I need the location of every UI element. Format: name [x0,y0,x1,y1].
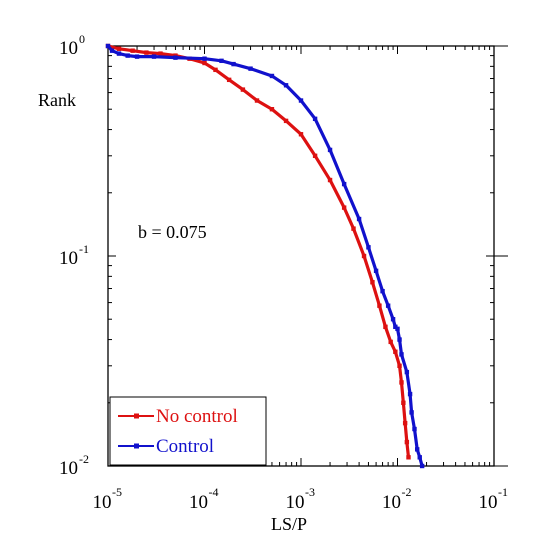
data-point [202,56,207,61]
data-point [417,455,422,460]
data-point [283,83,289,88]
data-point [380,288,385,294]
data-point [213,67,218,73]
data-point [397,337,402,342]
series-1 [105,43,425,469]
data-point [116,46,122,51]
data-point [254,98,260,103]
data-point [298,132,304,137]
data-point [116,51,122,56]
data-point [383,324,388,330]
x-tick-exponent: -5 [112,485,122,499]
legend-label: No control [156,406,238,427]
x-tick-exponent: -1 [498,485,508,499]
data-point [390,317,396,322]
x-tick-label: 10 -1 [479,485,509,513]
series-line [106,44,424,468]
data-point [412,426,417,432]
data-point [397,363,402,369]
data-point [269,73,275,79]
data-point [219,58,224,64]
data-point [409,410,414,415]
x-tick-label: 10 -5 [93,485,123,513]
data-point [144,50,149,55]
legend-item: No control [118,406,238,427]
data-point [366,245,371,250]
data-point [248,66,253,71]
data-point [373,268,379,274]
data-point [404,439,410,445]
data-point [109,48,115,53]
data-point [341,181,347,187]
y-tick-exponent: -2 [79,452,89,466]
data-point [269,107,275,112]
data-point [158,51,163,56]
data-point [388,339,393,345]
y-tick-base: 10 [59,458,78,479]
data-point [356,216,362,222]
data-point [395,326,400,332]
data-point [312,116,318,122]
data-point [351,226,356,231]
data-point [226,77,232,83]
y-axis-label: Rank [38,90,76,110]
legend-box [109,396,267,466]
data-point [361,253,367,259]
x-axis-label: LS/P [271,514,307,534]
data-point [419,463,425,469]
data-point [406,455,411,460]
data-point [105,43,111,49]
data-point [202,60,207,66]
x-tick-exponent: -2 [402,485,412,499]
y-tick-label: 10 0 [59,32,85,59]
data-point [240,87,246,92]
data-point [173,55,178,60]
data-point [327,177,333,183]
data-point [407,391,413,397]
data-point [402,420,408,426]
data-point [327,147,333,153]
data-point [125,53,130,58]
x-tick-base: 10 [189,492,208,513]
data-point [414,447,420,452]
data-point [370,280,375,285]
data-point [399,380,404,385]
series-line [106,44,411,459]
data-point [231,61,236,67]
data-point [134,54,140,59]
x-tick-base: 10 [286,492,305,513]
annotation-text: b = 0.075 [138,222,207,242]
x-tick-label: 10 -2 [382,485,412,513]
y-tick-exponent: -1 [79,242,89,256]
data-point [312,153,318,159]
x-tick-label: 10 -4 [189,485,219,513]
x-tick-exponent: -3 [305,485,315,499]
y-tick-base: 10 [59,248,78,269]
y-tick-base: 10 [59,38,78,59]
x-tick-base: 10 [93,492,112,513]
data-point [341,205,347,210]
y-tick-label: 10 -1 [59,242,89,269]
y-tick-label: 10 -2 [59,452,89,479]
legend-label: Control [156,436,214,457]
data-point [404,369,410,375]
legend-swatch-marker [134,413,139,419]
legend-swatch-marker [134,443,139,449]
data-point [377,303,382,308]
data-point [385,303,391,308]
data-point [399,352,404,357]
x-tick-exponent: -4 [209,485,219,499]
x-tick-label: 10 -3 [286,485,316,513]
data-point [401,400,406,405]
x-tick-base: 10 [382,492,401,513]
data-point [151,54,157,59]
x-tick-base: 10 [479,492,498,513]
data-point [298,98,304,103]
y-tick-exponent: 0 [79,32,85,46]
data-point [393,349,398,354]
legend-item: Control [118,436,214,457]
data-point [283,118,289,124]
data-point [130,48,135,53]
